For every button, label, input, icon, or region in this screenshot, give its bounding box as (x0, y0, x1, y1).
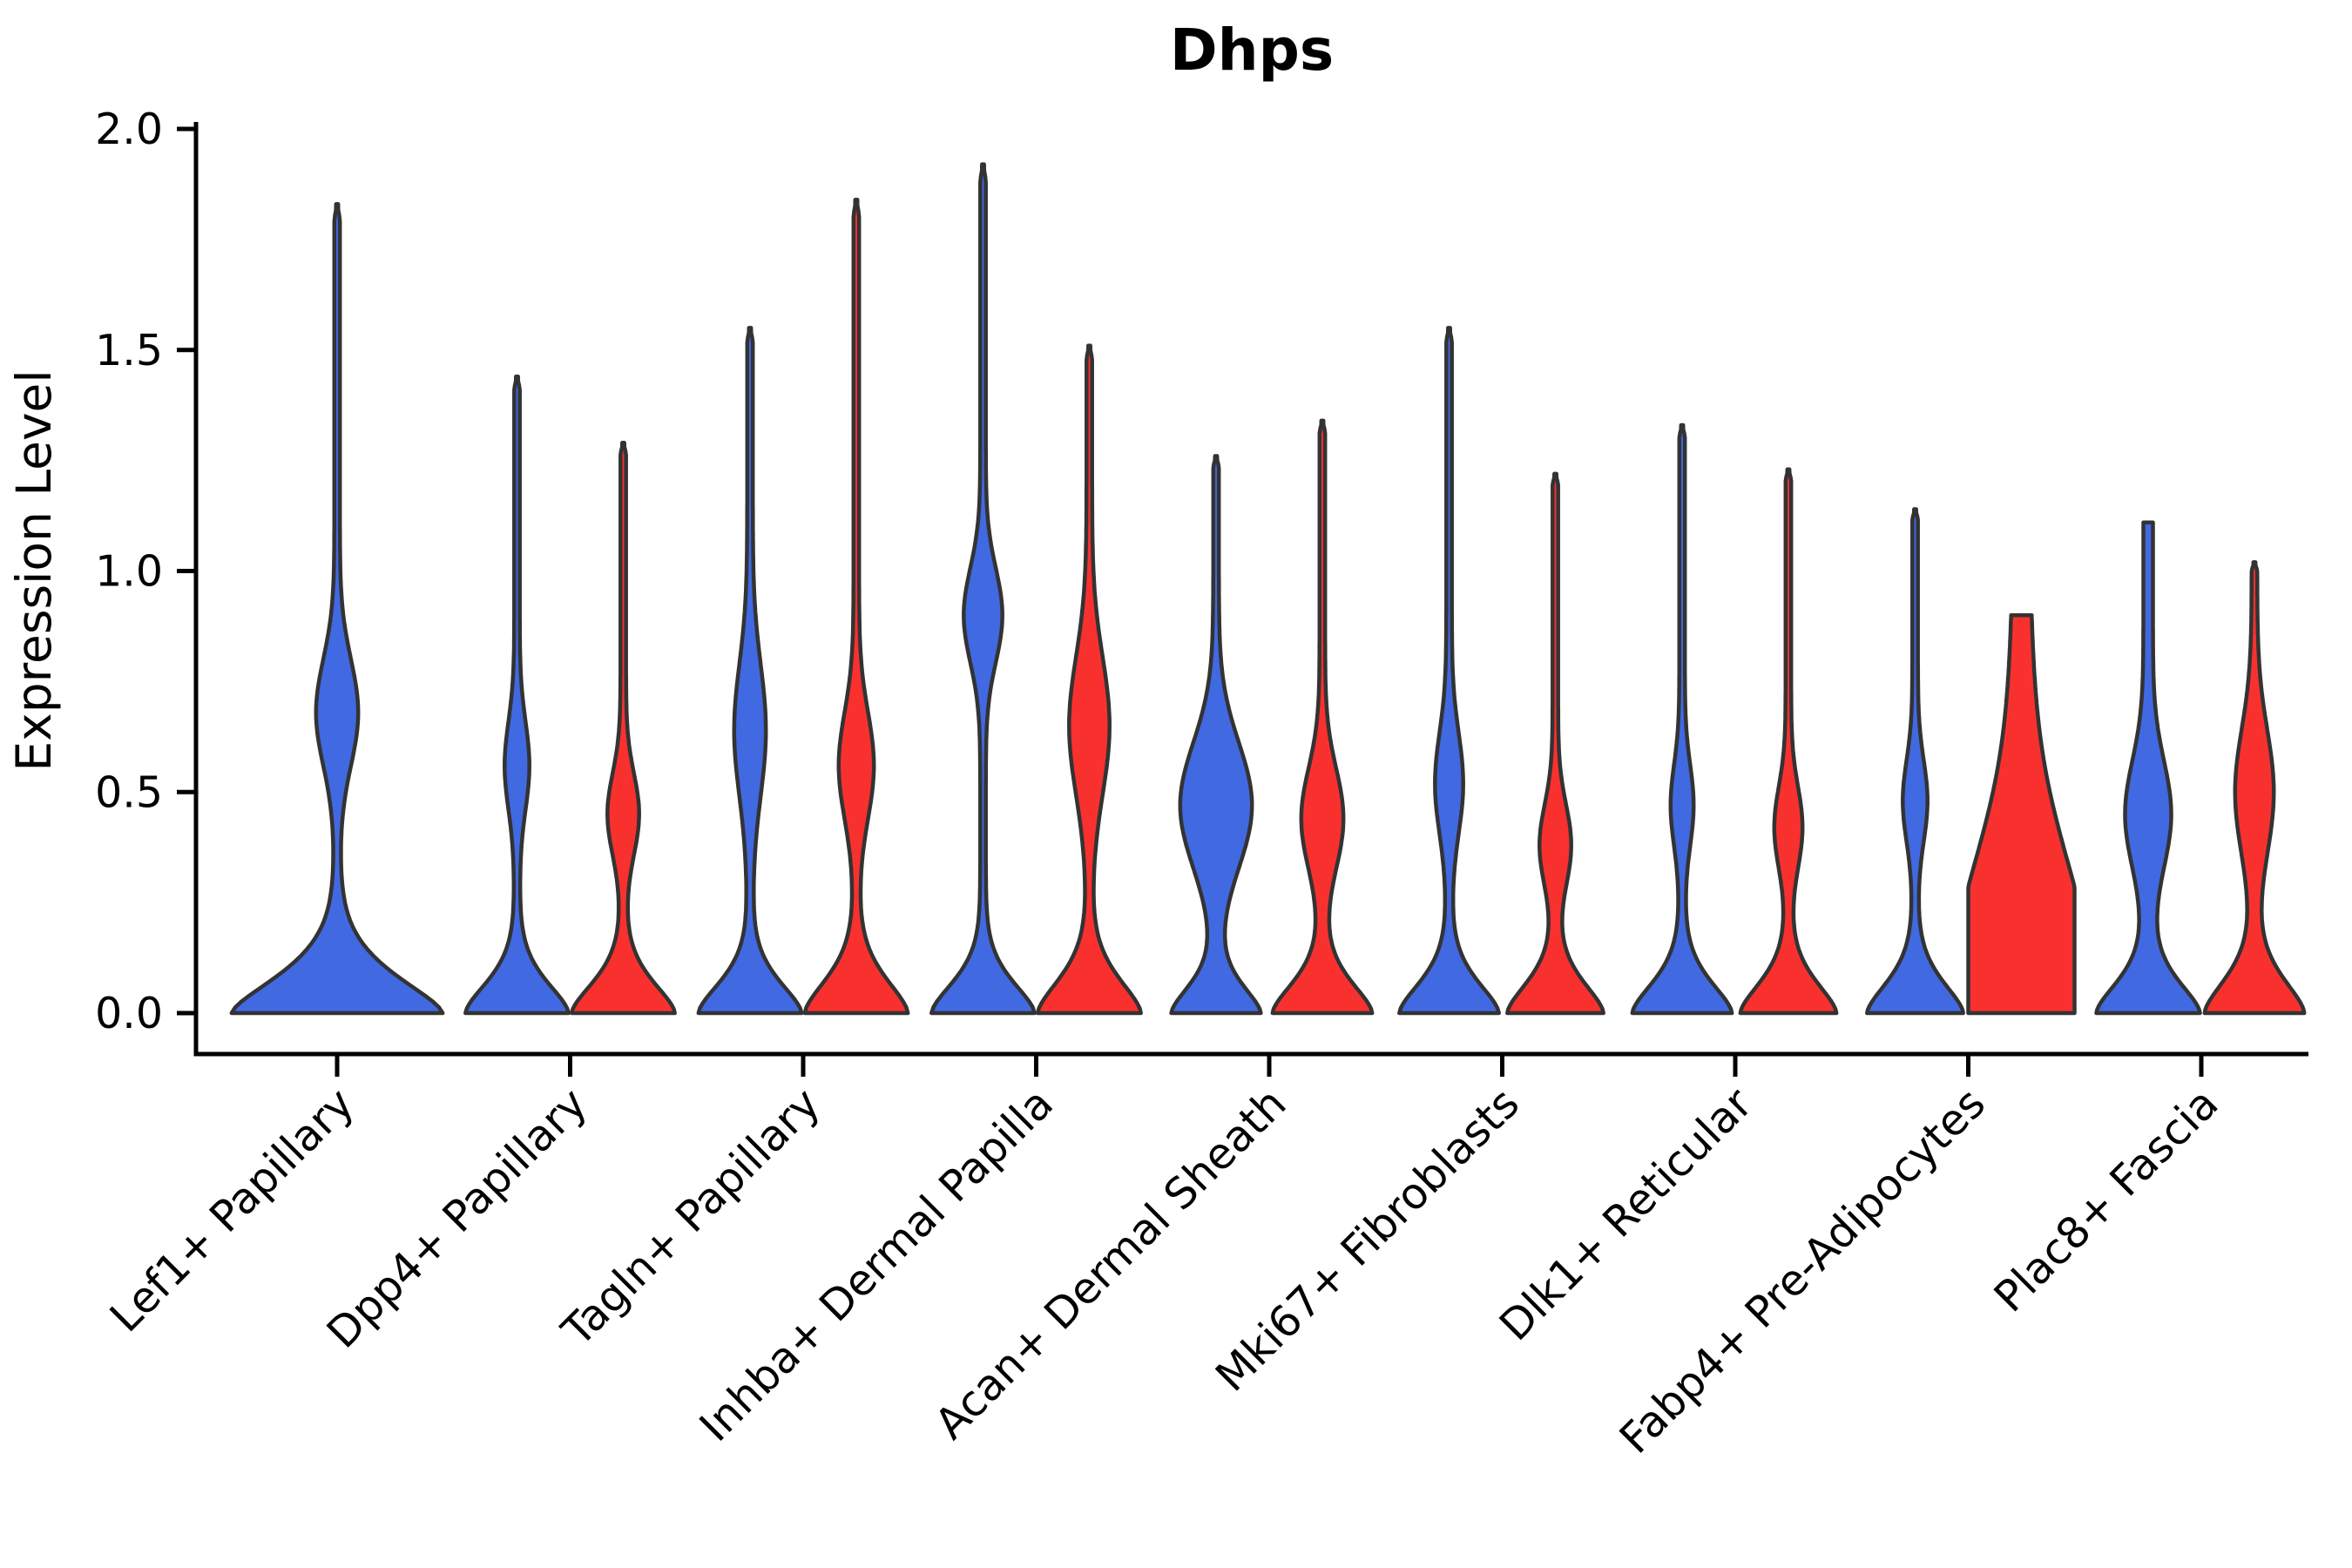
violin-inhba-dermal-papilla-blue (929, 162, 1037, 1016)
y-tick-label: 0.0 (95, 989, 163, 1038)
violin-dlk1-reticular-red (1738, 467, 1839, 1016)
violin-mki67-fibroblasts-blue (1397, 326, 1501, 1016)
y-axis-title: Expression Level (6, 369, 62, 771)
violin-acan-dermal-sheath-blue (1169, 454, 1263, 1016)
violin-fabp4-pre-adipocytes-blue (1865, 507, 1965, 1016)
violin-fabp4-pre-adipocytes-red (1966, 613, 2077, 1016)
x-tick-label: Plac8+ Fascia (1984, 1078, 2227, 1321)
violin-lef1-papillary-blue (229, 202, 445, 1016)
violin-dpp4-papillary-blue (463, 374, 571, 1016)
violin-plac8-fascia-blue (2094, 520, 2202, 1016)
x-tick-label: Dpp4+ Papillary (317, 1078, 596, 1357)
x-tick-label: Tagln+ Papillary (552, 1078, 830, 1356)
x-tick-label: Lef1+ Papillary (100, 1078, 363, 1342)
chart-title: Dhps (1170, 17, 1334, 84)
y-tick-label: 1.5 (95, 326, 163, 375)
violin-tagln-papillary-red (802, 197, 910, 1016)
violin-dlk1-reticular-blue (1630, 422, 1734, 1016)
violins-layer (229, 162, 2307, 1016)
x-tick-label: Dlk1+ Reticular (1490, 1078, 1763, 1351)
violin-inhba-dermal-papilla-red (1036, 343, 1143, 1016)
y-tick-label: 2.0 (95, 105, 163, 154)
violin-tagln-papillary-blue (696, 326, 804, 1016)
violin-mki67-fibroblasts-red (1505, 471, 1605, 1016)
y-tick-label: 1.0 (95, 547, 163, 597)
y-tick-label: 0.5 (95, 767, 163, 817)
violin-plac8-fascia-red (2202, 560, 2307, 1016)
violin-dpp4-papillary-red (570, 441, 677, 1016)
violin-acan-dermal-sheath-red (1270, 418, 1375, 1016)
